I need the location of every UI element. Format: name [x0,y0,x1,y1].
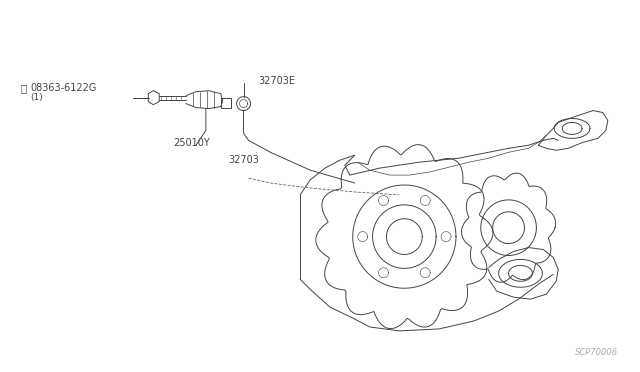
Text: 25010Y: 25010Y [173,138,210,148]
Text: 08363-6122G: 08363-6122G [30,83,97,93]
Text: Ⓢ: Ⓢ [20,83,26,93]
Text: SCP70006: SCP70006 [575,348,618,357]
Text: 32703: 32703 [228,155,260,165]
Text: 32703E: 32703E [259,76,296,86]
Text: (1): (1) [30,93,43,102]
